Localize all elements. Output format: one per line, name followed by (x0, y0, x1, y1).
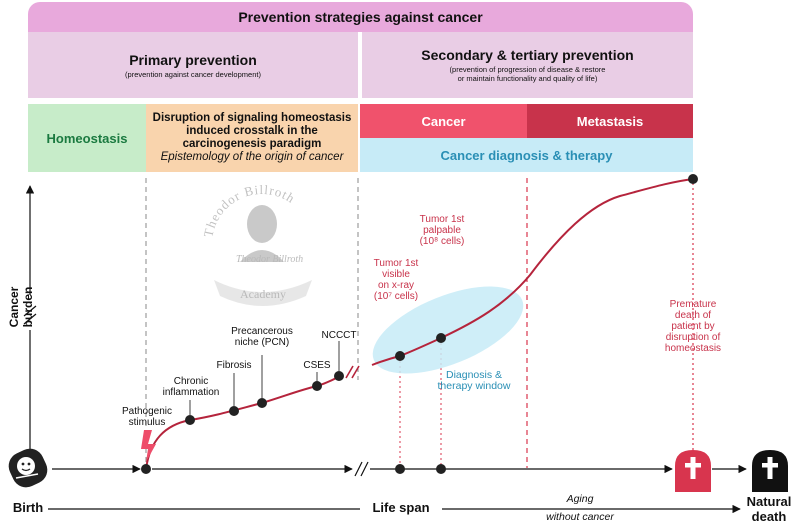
palp-line-3: (10⁸ cells) (419, 236, 465, 247)
y-axis-break-2 (23, 313, 37, 325)
baby-icon (8, 448, 48, 488)
billroth-academy-seal: Theodor Billroth Theodor Billroth Academ… (200, 182, 312, 306)
y-axis-break-1 (23, 305, 37, 317)
lightning-icon (141, 430, 156, 462)
secondary-prevention-subtitle-1: (prevention of progression of disease & … (449, 65, 606, 74)
secondary-prevention-subtitle-2: or maintain functionality and quality of… (457, 74, 598, 83)
svg-text:Theodor Billroth: Theodor Billroth (236, 254, 303, 265)
label-without-cancer: without cancer (546, 511, 614, 523)
primary-prevention-panel: Primary prevention (prevention against c… (28, 32, 358, 98)
point-tumor-palpable (436, 333, 446, 343)
time-axis-break-1 (354, 461, 363, 477)
natural-line-2: death (751, 509, 787, 524)
xray-line-3: on x-ray (377, 280, 415, 291)
xray-line-2: visible (382, 269, 410, 280)
disruption-line-2: induced crosstalk in the (186, 125, 318, 137)
xray-line-1: Tumor 1st (373, 258, 419, 269)
secondary-prevention-panel: Secondary & tertiary prevention (prevent… (362, 32, 693, 98)
point-xray-time (395, 464, 405, 474)
label-life-span: Life span (372, 500, 430, 515)
point-tumor-xray (395, 351, 405, 361)
label-precancerous-niche: Precancerous niche (PCN) (224, 326, 300, 348)
label-tumor-xray: Tumor 1st visible on x-ray (10⁷ cells) (364, 258, 428, 302)
secondary-prevention-title: Secondary & tertiary prevention (421, 47, 634, 63)
metastasis-box: Metastasis (527, 104, 693, 138)
premature-line-4: disruption of (665, 332, 721, 343)
palp-line-1: Tumor 1st (419, 214, 465, 225)
curve-break-1 (345, 365, 354, 379)
label-chronic-inflammation: Chronic inflammation (156, 376, 226, 398)
svg-text:Academy: Academy (240, 287, 286, 301)
point-fibrosis (229, 406, 239, 416)
point-pcn (257, 398, 267, 408)
pcn-line-1: Precancerous (231, 326, 293, 337)
disruption-line-3: carcinogenesis paradigm (182, 138, 322, 150)
disruption-box: Disruption of signaling homeostasis indu… (146, 104, 358, 172)
point-chronic-inflammation (185, 415, 195, 425)
label-birth: Birth (12, 500, 44, 515)
pathogenic-line-1: Pathogenic (121, 406, 173, 417)
diagnosis-therapy-box: Cancer diagnosis & therapy (360, 138, 693, 172)
tombstone-cross-icon (752, 450, 788, 492)
label-natural-death: Natural death (738, 494, 800, 524)
premature-line-2: death of (674, 310, 712, 321)
window-line-1: Diagnosis & (445, 369, 503, 381)
primary-prevention-subtitle: (prevention against cancer development) (125, 69, 261, 79)
premature-line-3: patient by (671, 321, 715, 332)
point-premature-death (688, 174, 698, 184)
xray-line-4: (10⁷ cells) (373, 291, 419, 302)
homeostasis-box: Homeostasis (28, 104, 146, 172)
point-pathogenic (141, 464, 151, 474)
pathogenic-line-2: stimulus (128, 417, 166, 428)
label-nccct: NCCCT (321, 330, 357, 341)
y-axis-label: Cancer burden (7, 286, 35, 328)
chronic-line-2: inflammation (162, 387, 220, 398)
pcn-line-2: niche (PCN) (234, 337, 290, 348)
curve-break-2 (351, 365, 360, 379)
palp-line-2: palpable (423, 225, 461, 236)
label-cses: CSES (303, 360, 331, 371)
cancer-box: Cancer (360, 104, 527, 138)
disruption-line-4: Epistemology of the origin of cancer (160, 151, 344, 163)
premature-line-1: Premature (669, 299, 717, 310)
window-line-2: therapy window (437, 380, 511, 392)
point-cses (312, 381, 322, 391)
prevention-banner: Prevention strategies against cancer (28, 2, 693, 32)
label-tumor-palpable: Tumor 1st palpable (10⁸ cells) (410, 214, 474, 247)
label-premature-death: Premature death of patient by disruption… (652, 299, 734, 354)
point-palpable-time (436, 464, 446, 474)
label-diagnosis-window: Diagnosis & therapy window (428, 370, 520, 392)
label-pathogenic-stimulus: Pathogenic stimulus (112, 406, 182, 428)
disruption-line-1: Disruption of signaling homeostasis (152, 112, 352, 124)
point-nccct (334, 371, 344, 381)
premature-line-5: homeostasis (664, 343, 722, 354)
primary-prevention-title: Primary prevention (129, 51, 257, 68)
tombstone-red-icon (675, 450, 711, 492)
natural-line-1: Natural (746, 494, 792, 509)
label-fibrosis: Fibrosis (216, 360, 252, 371)
label-aging: Aging (566, 493, 594, 505)
time-axis-break-2 (360, 461, 369, 477)
chronic-line-1: Chronic (173, 376, 209, 387)
